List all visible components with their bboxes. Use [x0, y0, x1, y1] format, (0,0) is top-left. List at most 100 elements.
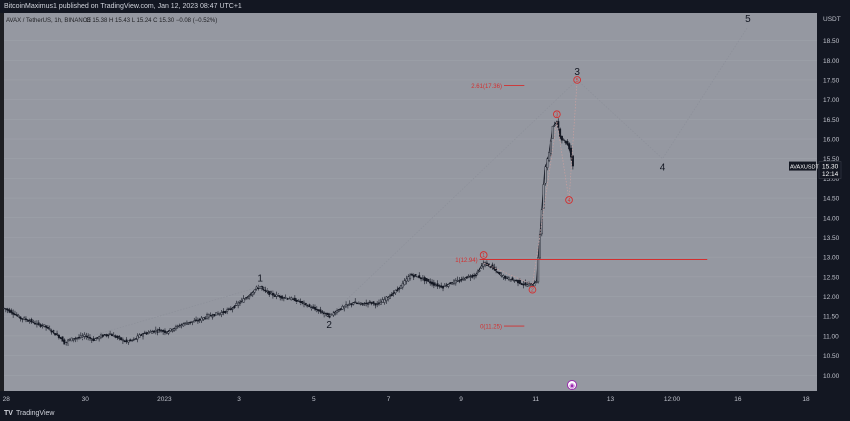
candle-body: [57, 334, 60, 338]
candle-body: [482, 262, 485, 267]
price-axis[interactable]: [817, 13, 850, 408]
candle-body: [304, 303, 307, 305]
candle-body: [160, 331, 163, 333]
sub-wave-marker: [552, 110, 561, 119]
candle-body: [68, 338, 71, 341]
candle-body: [163, 330, 166, 333]
candle-body: [286, 298, 289, 300]
candle-body: [566, 141, 569, 145]
candle-body: [35, 323, 38, 325]
candle-body: [473, 275, 476, 277]
bottom-marker[interactable]: ◉: [567, 380, 577, 390]
candle-body: [206, 314, 209, 319]
y-tick-label: 12.00: [823, 294, 840, 301]
candle-body: [120, 337, 123, 340]
candle-body: [204, 318, 207, 320]
candle-body: [297, 299, 300, 301]
time-axis[interactable]: [0, 391, 850, 408]
candle-body: [379, 302, 382, 305]
candle-body: [440, 285, 443, 288]
candle-body: [442, 286, 445, 289]
candle-body: [257, 287, 260, 290]
candle-body: [557, 121, 560, 128]
y-tick-label: 18.50: [823, 38, 840, 45]
candle-body: [74, 338, 77, 340]
candle-body: [308, 304, 311, 307]
candle-body: [180, 324, 183, 326]
candle-body: [222, 311, 225, 314]
fib-level-label: 1(12.94): [455, 258, 477, 264]
candle-body: [467, 275, 470, 278]
candle-body: [515, 279, 518, 281]
x-tick-label: 28: [3, 396, 11, 403]
candle-body: [196, 320, 199, 322]
candle-body: [469, 276, 472, 279]
candle-body: [127, 340, 130, 343]
price-chart[interactable]: 2.61(17.36) 1(12.94) 0(11.25) 1 2 3 4 5 1 2 3 4 5 1…: [0, 13, 850, 408]
candle-body: [425, 278, 428, 281]
candle-body: [110, 334, 113, 337]
candle-body: [429, 281, 432, 284]
x-tick-label: 7: [387, 396, 391, 403]
candle-body: [317, 309, 320, 312]
candle-body: [449, 282, 452, 284]
candle-body: [32, 321, 35, 323]
candle-body: [399, 285, 402, 289]
candle-body: [15, 314, 18, 316]
tradingview-footer[interactable]: TV TradingView: [0, 406, 850, 421]
x-tick-label: 12:00: [664, 396, 681, 403]
candle-body: [290, 297, 293, 300]
candle-body: [63, 339, 66, 345]
candle-body: [374, 303, 377, 306]
candle-body: [372, 301, 375, 304]
main-wave-label: 4: [660, 163, 666, 174]
candle-body: [109, 333, 112, 335]
candle-body: [268, 290, 271, 295]
candle-body: [149, 331, 152, 333]
candle-body: [213, 314, 216, 317]
elliott-main-wave-line: [64, 26, 749, 345]
candle-body: [452, 280, 455, 284]
candle-body: [56, 333, 59, 335]
candle-body: [570, 147, 573, 158]
candle-body: [3, 307, 6, 310]
candle-body: [414, 274, 417, 276]
candle-body: [92, 338, 95, 342]
marker-circle: [567, 380, 577, 390]
candle-body: [324, 312, 327, 314]
candle-body: [123, 340, 126, 343]
candle-body: [506, 276, 509, 279]
candle-body: [193, 320, 196, 323]
candle-body: [220, 312, 223, 315]
candle-body: [114, 335, 117, 338]
candle-body: [8, 309, 11, 313]
sub-wave-label: 5: [576, 78, 579, 84]
sub-wave-marker: [565, 196, 573, 204]
candle-body: [156, 331, 159, 333]
candle-body: [151, 331, 154, 334]
candle-body: [533, 283, 536, 287]
symbol-tag: AVAXUSDT: [790, 164, 819, 170]
sub-wave-label: 2: [531, 288, 534, 294]
candle-body: [421, 277, 424, 279]
candle-body: [70, 337, 73, 342]
sub-wave-label: 4: [568, 198, 571, 204]
y-tick-label: 16.50: [823, 117, 840, 124]
chart-area[interactable]: 2.61(17.36) 1(12.94) 0(11.25) 1 2 3 4 5 1 2 3 4 5 1…: [0, 13, 850, 408]
candle-body: [173, 328, 176, 331]
candle-body: [560, 136, 563, 141]
candle-body: [445, 285, 448, 287]
candle-body: [549, 140, 552, 154]
candle-body: [41, 325, 44, 327]
candle-body: [176, 325, 179, 327]
tradingview-logo-icon: TV: [4, 410, 13, 417]
candle-body: [319, 309, 322, 313]
candle-body: [59, 337, 62, 339]
symbol-tag-bg: [789, 161, 816, 171]
candle-body: [98, 336, 101, 340]
x-tick-label: 18: [802, 396, 810, 403]
candle-body: [524, 282, 527, 285]
candle-body: [295, 300, 298, 302]
candle-body: [299, 301, 302, 303]
